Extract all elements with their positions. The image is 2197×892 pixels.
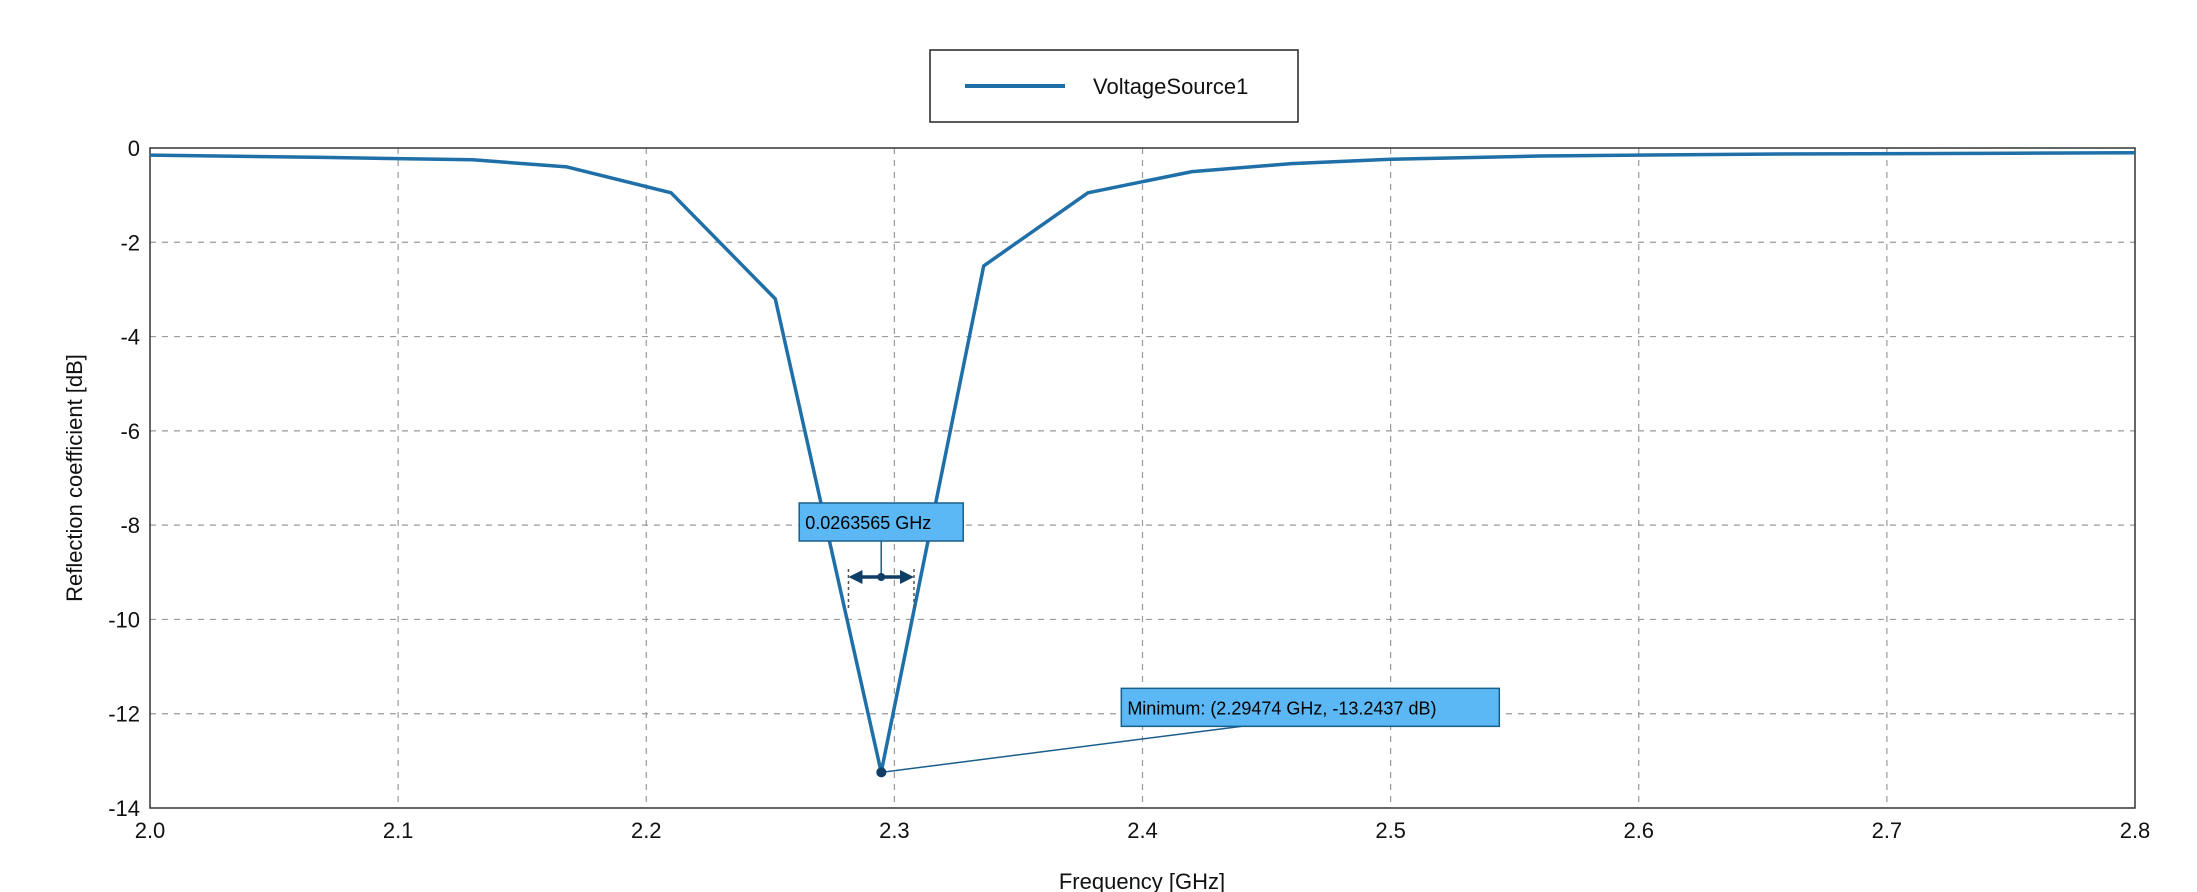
y-tick-label: -10 [108,607,140,632]
legend[interactable]: VoltageSource1 [929,49,1299,123]
series-line-voltagesource1[interactable] [149,150,2136,774]
x-tick-label: 2.6 [1623,818,1654,843]
series-layer [149,150,2136,774]
minimum-marker[interactable] [876,767,887,778]
minimum-label-leader [881,725,1242,774]
bandwidth-arrowhead-right [899,570,914,584]
x-tick-label: 2.4 [1127,818,1158,843]
x-tick-label: 2.1 [383,818,414,843]
x-tick-label: 2.7 [1872,818,1903,843]
plot-area-border [149,147,2136,809]
x-tick-label: 2.2 [631,818,662,843]
bandwidth-label-box[interactable] [798,502,964,542]
y-tick-label: -6 [120,419,140,444]
y-tick-label: -4 [120,325,140,350]
bandwidth-label: 0.0263565 GHz [805,513,931,533]
y-axis-title: Reflection coefficient [dB] [62,354,87,602]
tick-labels: 2.0 2.1 2.2 2.3 2.4 2.5 2.6 2.7 2.8 0 -2 -4 -6 -8 -10 -… [108,136,2150,843]
bandwidth-arrowhead-left [848,570,863,584]
x-tick-label: 2.5 [1375,818,1406,843]
x-tick-label: 2.3 [879,818,910,843]
y-tick-label: -14 [108,796,140,821]
bandwidth-center-dot [877,573,886,581]
minimum-label-box[interactable] [1120,687,1501,728]
y-tick-label: -8 [120,513,140,538]
grid-lines [150,148,2135,808]
y-tick-label: -2 [120,230,140,255]
x-tick-label: 2.8 [2120,818,2151,843]
annotations: 0.0263565 GHz Minimum: (2.29474 GHz, -13… [798,502,1501,778]
x-tick-label: 2.0 [135,818,166,843]
x-axis-title: Frequency [GHz] [1059,869,1225,892]
y-tick-label: -12 [108,702,140,727]
legend-label-voltagesource1: VoltageSource1 [1093,74,1248,99]
y-tick-label: 0 [128,136,140,161]
minimum-label: Minimum: (2.29474 GHz, -13.2437 dB) [1127,698,1436,718]
